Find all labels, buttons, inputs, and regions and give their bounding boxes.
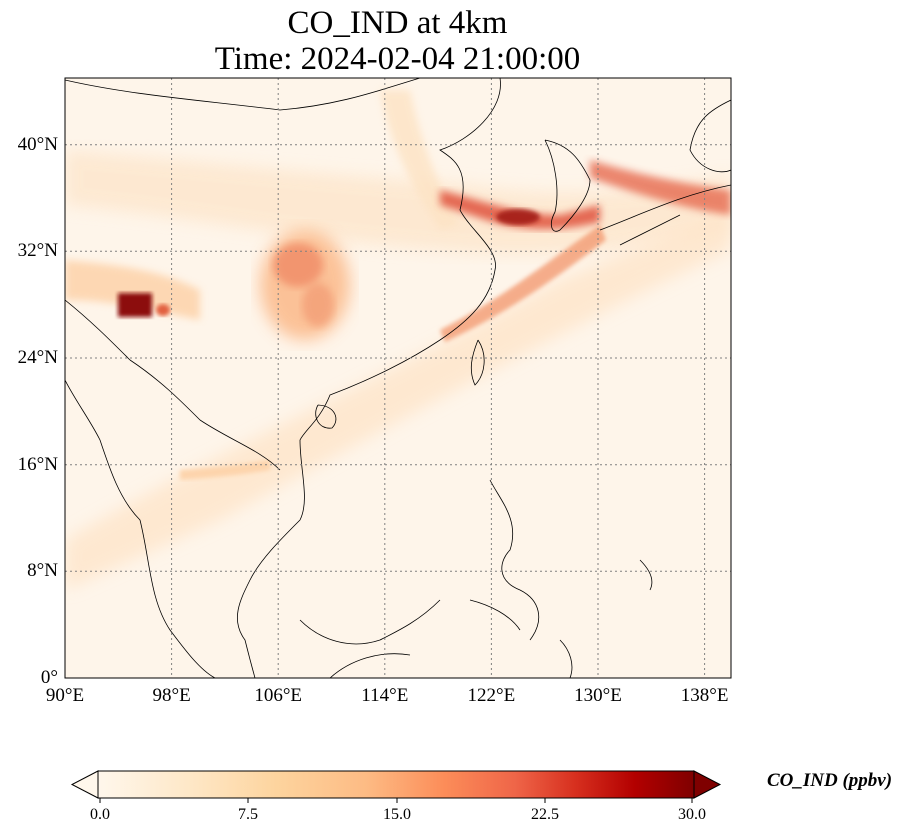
colorbar-extend-min — [70, 770, 99, 799]
lon-tick-138e: 138°E — [680, 685, 729, 706]
colorbar-extend-max — [693, 770, 722, 799]
colorbar-gradient — [98, 771, 694, 798]
plume-coastal — [440, 225, 606, 342]
coastlines — [65, 78, 731, 678]
lat-tick-40n: 40°N — [17, 134, 58, 155]
map-title: CO_IND at 4km — [287, 5, 508, 41]
plume-yellow-sea — [440, 190, 600, 230]
coastline-hainan — [315, 404, 337, 429]
lon-tick-90e: 90°E — [45, 685, 85, 706]
lon-tick-98e: 98°E — [152, 685, 191, 706]
colorbar-tick-22-5: 22.5 — [531, 806, 559, 823]
lon-tick-106e: 106°E — [254, 685, 303, 706]
lon-tick-122e: 122°E — [467, 685, 516, 706]
land-border-south-asia — [65, 299, 281, 471]
hotspot-sichuan-inner — [273, 243, 323, 287]
hotspot-himalaya-east — [156, 304, 170, 316]
lon-tick-130e: 130°E — [574, 685, 622, 706]
coastline-myanmar-malaya — [65, 379, 216, 678]
colorbar-label: CO_IND (ppbv) — [767, 770, 893, 791]
plume-band-south — [65, 210, 731, 590]
coastline-korea — [544, 139, 591, 232]
colorbar-tick-7-5: 7.5 — [238, 806, 258, 823]
lat-tick-0: 0° — [40, 667, 58, 688]
lon-tick-114e: 114°E — [361, 685, 409, 706]
co-concentration-field — [65, 78, 731, 678]
coastline-borneo — [299, 599, 441, 678]
coastline-philippines — [469, 479, 539, 641]
colorbar — [70, 770, 722, 803]
coastline-taiwan — [470, 339, 485, 386]
colorbar-tick-15: 15.0 — [383, 806, 411, 823]
border-mongolia — [65, 78, 421, 111]
coastline-japan — [599, 99, 731, 246]
coastline-mainland-asia — [237, 78, 501, 678]
plume-indochina — [180, 460, 270, 480]
hotspot-himalaya — [118, 293, 152, 317]
coastline-islands — [559, 559, 653, 678]
lat-tick-32n: 32°N — [17, 240, 58, 261]
lat-tick-24n: 24°N — [17, 347, 58, 368]
gridlines — [65, 78, 731, 678]
lat-tick-8n: 8°N — [27, 560, 58, 581]
hotspot-sichuan-south — [302, 283, 334, 327]
lat-tick-16n: 16°N — [17, 454, 58, 475]
colorbar-tick-marks — [99, 798, 693, 803]
plume-japan — [590, 160, 731, 215]
hotspot-yellow-sea — [496, 209, 540, 225]
colorbar-frame — [97, 770, 695, 799]
map-frame — [64, 77, 732, 679]
colorbar-tick-0: 0.0 — [90, 806, 110, 823]
map-time-subtitle: Time: 2024-02-04 21:00:00 — [214, 41, 581, 77]
colorbar-tick-30: 30.0 — [678, 806, 706, 823]
